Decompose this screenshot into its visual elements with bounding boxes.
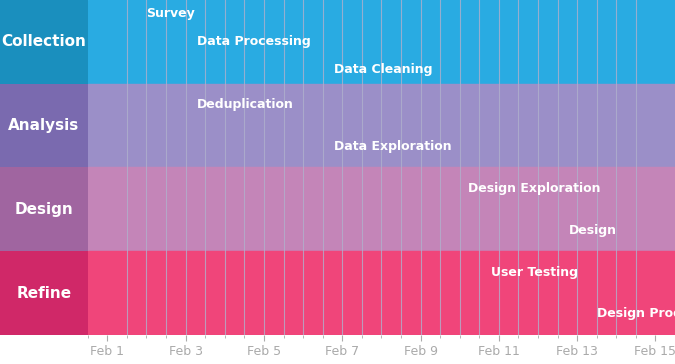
Bar bbox=[88, 167, 675, 251]
FancyBboxPatch shape bbox=[0, 84, 88, 167]
Text: Analysis: Analysis bbox=[8, 118, 80, 133]
Text: Design: Design bbox=[14, 202, 74, 217]
Text: Refine: Refine bbox=[16, 285, 72, 301]
Text: Design Production: Design Production bbox=[597, 308, 675, 320]
Text: Deduplication: Deduplication bbox=[197, 98, 294, 111]
FancyBboxPatch shape bbox=[0, 251, 88, 335]
Text: Data Cleaning: Data Cleaning bbox=[334, 63, 433, 76]
Bar bbox=[88, 84, 675, 167]
Text: Data Processing: Data Processing bbox=[197, 35, 311, 48]
Bar bbox=[88, 0, 675, 84]
Text: Design: Design bbox=[569, 224, 618, 237]
Bar bbox=[88, 251, 675, 335]
FancyBboxPatch shape bbox=[0, 0, 88, 84]
Text: Data Exploration: Data Exploration bbox=[334, 140, 452, 153]
Text: User Testing: User Testing bbox=[491, 266, 578, 278]
Text: Design Exploration: Design Exploration bbox=[468, 182, 600, 195]
FancyBboxPatch shape bbox=[0, 167, 88, 251]
Text: Survey: Survey bbox=[146, 7, 195, 20]
Text: Collection: Collection bbox=[1, 34, 86, 50]
